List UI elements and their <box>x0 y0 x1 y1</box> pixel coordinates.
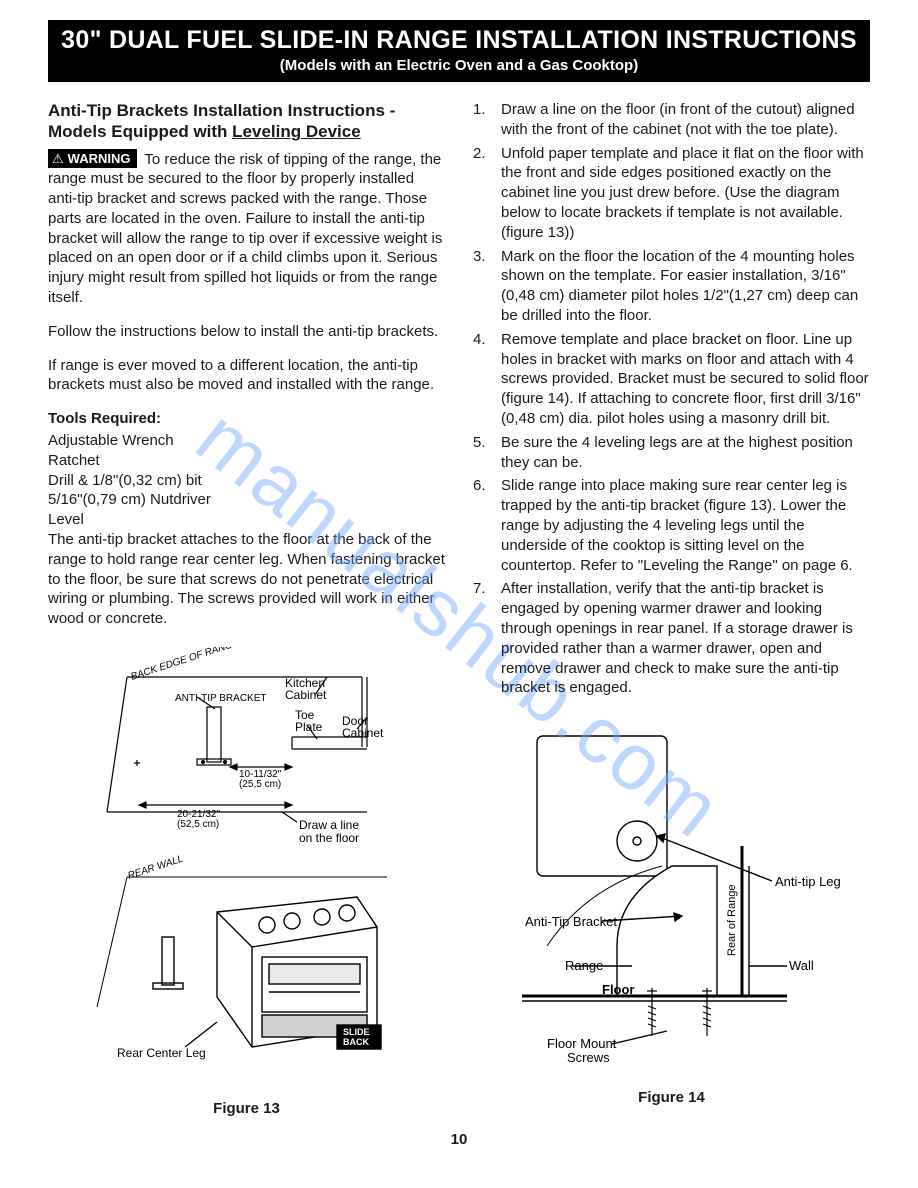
warning-paragraph: WARNING To reduce the risk of tipping of… <box>48 149 445 308</box>
left-column: Anti-Tip Brackets Installation Instructi… <box>48 100 445 1119</box>
svg-text:Wall: Wall <box>789 958 814 973</box>
step-item: After installation, verify that the anti… <box>473 579 870 698</box>
banner-subtitle: (Models with an Electric Oven and a Gas … <box>48 57 870 74</box>
step-item: Draw a line on the floor (in front of th… <box>473 100 870 140</box>
svg-text:Anti-tip Leg: Anti-tip Leg <box>775 874 841 889</box>
svg-text:(25,5 cm): (25,5 cm) <box>239 779 281 790</box>
step-item: Slide range into place making sure rear … <box>473 476 870 575</box>
svg-text:Draw a lineon the floor: Draw a lineon the floor <box>299 818 359 845</box>
svg-text:ANTI-TIP BRACKET: ANTI-TIP BRACKET <box>175 693 267 704</box>
title-banner: 30" DUAL FUEL SLIDE-IN RANGE INSTALLATIO… <box>48 20 870 82</box>
tool-item: Adjustable Wrench <box>48 431 445 451</box>
figure-14-caption: Figure 14 <box>473 1088 870 1108</box>
heading-underlined: Leveling Device <box>232 122 361 141</box>
svg-text:REAR WALL: REAR WALL <box>126 854 184 882</box>
right-column: Draw a line on the floor (in front of th… <box>473 100 870 1119</box>
figure-13: BACK EDGE OF RANGE OR REAR WALL ANTI-TIP… <box>48 647 445 1119</box>
svg-text:SLIDEBACK: SLIDEBACK <box>343 1027 370 1047</box>
banner-title: 30" DUAL FUEL SLIDE-IN RANGE INSTALLATIO… <box>48 26 870 55</box>
page-number: 10 <box>48 1131 870 1148</box>
svg-text:Rear of Range: Rear of Range <box>726 885 738 957</box>
step-item: Remove template and place bracket on flo… <box>473 330 870 429</box>
tool-item: Drill & 1/8"(0,32 cm) bit <box>48 471 445 491</box>
figure-13-caption: Figure 13 <box>48 1099 445 1119</box>
svg-text:ToePlate: ToePlate <box>295 708 323 734</box>
svg-text:Floor: Floor <box>602 982 635 997</box>
svg-text:KitchenCabinet: KitchenCabinet <box>285 676 327 702</box>
tool-item: 5/16"(0,79 cm) Nutdriver <box>48 490 445 510</box>
section-heading: Anti-Tip Brackets Installation Instructi… <box>48 100 445 143</box>
step-item: Be sure the 4 leveling legs are at the h… <box>473 433 870 473</box>
para-moved: If range is ever moved to a different lo… <box>48 356 445 396</box>
step-item: Mark on the floor the location of the 4 … <box>473 247 870 326</box>
figure-14: Anti-tip Leg Anti-Tip Bracket Range Rear… <box>473 716 870 1108</box>
svg-text:Floor MountScrews: Floor MountScrews <box>547 1036 617 1065</box>
tool-item: Level <box>48 510 445 530</box>
tools-heading: Tools Required: <box>48 409 445 429</box>
svg-text:DoorCabinet: DoorCabinet <box>342 714 384 740</box>
svg-text:Anti-Tip Bracket: Anti-Tip Bracket <box>525 914 617 929</box>
tool-item: Ratchet <box>48 451 445 471</box>
steps-list: Draw a line on the floor (in front of th… <box>473 100 870 698</box>
tools-list: Adjustable Wrench Ratchet Drill & 1/8"(0… <box>48 431 445 530</box>
warning-body: To reduce the risk of tipping of the ran… <box>48 151 442 307</box>
svg-text:(52,5 cm): (52,5 cm) <box>177 819 219 830</box>
step-item: Unfold paper template and place it flat … <box>473 144 870 243</box>
svg-text:Rear Center Leg: Rear Center Leg <box>117 1046 206 1060</box>
para-follow: Follow the instructions below to install… <box>48 322 445 342</box>
para-attach: The anti-tip bracket attaches to the flo… <box>48 530 445 629</box>
warning-icon: WARNING <box>48 149 137 168</box>
svg-text:Range: Range <box>565 958 603 973</box>
